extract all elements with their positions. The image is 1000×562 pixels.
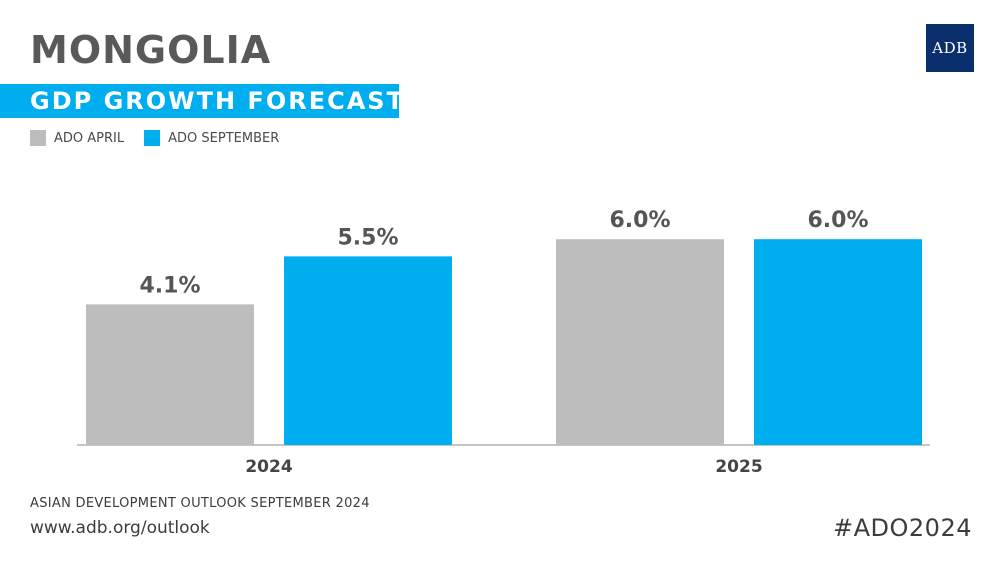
data-label-april-2025: 6.0% — [609, 208, 670, 233]
x-tick-label-2024: 2024 — [245, 457, 292, 477]
adb-logo: ADB — [926, 24, 974, 72]
legend-item-april: ADO APRIL — [30, 130, 124, 146]
chart-subtitle: GDP GROWTH FORECAST — [30, 87, 405, 115]
data-label-september-2025: 6.0% — [807, 208, 868, 233]
bar-april-2025 — [556, 239, 724, 445]
footer-url[interactable]: www.adb.org/outlook — [30, 518, 210, 538]
subtitle-band — [0, 84, 399, 118]
legend: ADO APRIL ADO SEPTEMBER — [30, 130, 299, 146]
legend-swatch-september — [144, 130, 161, 146]
data-label-april-2024: 4.1% — [139, 273, 200, 298]
page-title: MONGOLIA — [30, 28, 272, 72]
data-label-september-2024: 5.5% — [337, 225, 398, 250]
x-tick-label-2025: 2025 — [715, 457, 762, 477]
legend-label-september: ADO SEPTEMBER — [168, 130, 280, 146]
bar-april-2024 — [86, 304, 254, 445]
legend-swatch-april — [30, 130, 46, 146]
legend-item-september: ADO SEPTEMBER — [144, 130, 279, 146]
bar-september-2025 — [754, 239, 922, 445]
hashtag: #ADO2024 — [833, 514, 972, 542]
footer-source: ASIAN DEVELOPMENT OUTLOOK SEPTEMBER 2024 — [30, 496, 370, 511]
legend-label-april: ADO APRIL — [54, 130, 125, 146]
bar-september-2024 — [284, 256, 452, 445]
